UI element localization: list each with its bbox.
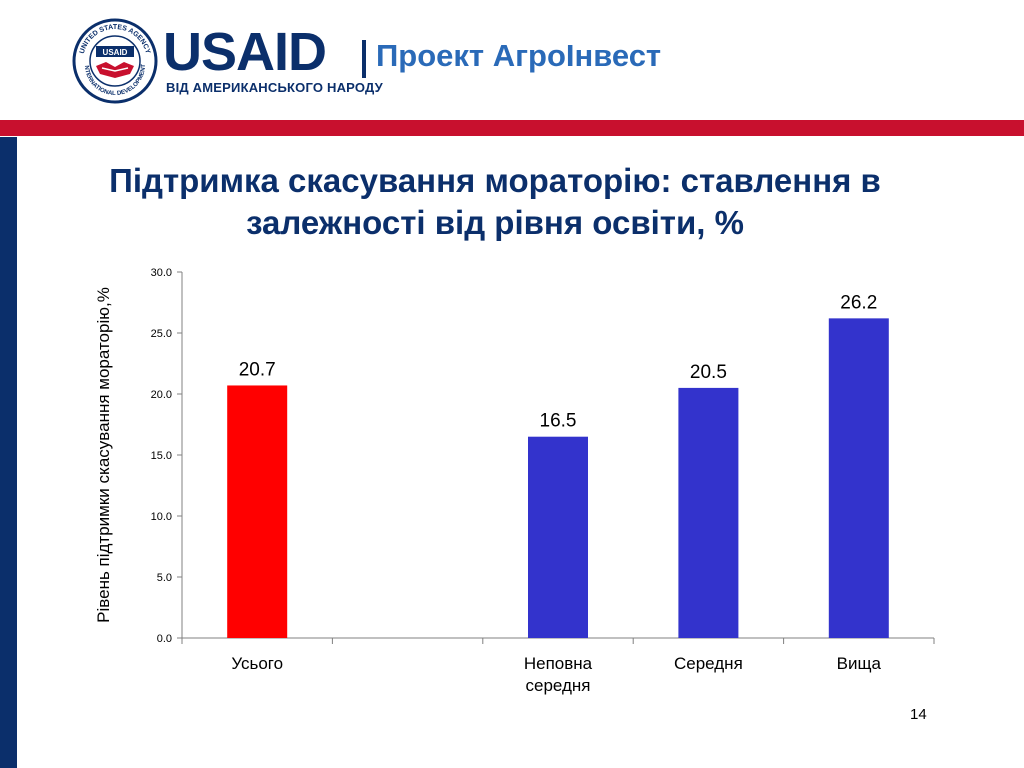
y-tick-label: 10.0 [151, 511, 172, 523]
left-side-bar [0, 137, 17, 768]
slide-title: Підтримка скасування мораторію: ставленн… [109, 162, 881, 241]
usaid-tagline: ВІД АМЕРИКАНСЬКОГО НАРОДУ [166, 80, 383, 95]
y-tick-label: 15.0 [151, 450, 172, 462]
y-tick-label: 20.0 [151, 389, 172, 401]
y-tick-label: 30.0 [151, 267, 172, 279]
bar [678, 387, 739, 638]
y-tick-label: 0.0 [157, 633, 172, 645]
y-axis-title: Рівень підтримки скасування мораторію,% [94, 287, 113, 623]
usaid-wordmark: USAID [163, 25, 327, 79]
y-tick-label: 25.0 [151, 328, 172, 340]
header-accent-strip [0, 120, 1024, 136]
bar [828, 318, 889, 638]
x-category-label: Вища [837, 654, 882, 673]
bar-value-label: 16.5 [540, 411, 577, 432]
bar-value-label: 26.2 [840, 292, 877, 313]
y-tick-label: 5.0 [157, 572, 172, 584]
header-divider [362, 40, 366, 78]
bar [227, 385, 288, 638]
seal-center-text: USAID [103, 48, 128, 57]
bar [528, 436, 588, 638]
bar-value-label: 20.5 [690, 362, 727, 383]
usaid-seal-logo: UNITED STATES AGENCY INTERNATIONAL DEVEL… [72, 18, 158, 104]
usaid-logo-text: USAID [163, 22, 327, 82]
bar-value-label: 20.7 [239, 359, 276, 380]
x-category-label: Усього [231, 654, 283, 673]
page-number: 14 [910, 706, 927, 723]
x-category-label: середня [525, 676, 590, 695]
x-category-label: Середня [674, 654, 743, 673]
project-name: Проект АгроІнвест [376, 38, 662, 73]
x-category-label: Неповна [524, 654, 593, 673]
